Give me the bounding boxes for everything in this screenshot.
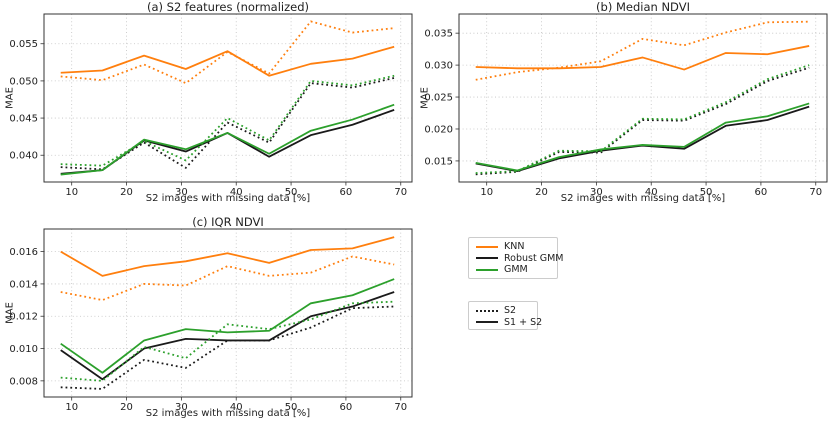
legend-label: S1 + S2 — [504, 316, 543, 328]
svg-text:60: 60 — [755, 187, 768, 198]
svg-text:0.012: 0.012 — [9, 312, 38, 323]
chart-a-x-axis-label: S2 images with missing data [%] — [145, 193, 311, 204]
svg-text:30: 30 — [175, 187, 188, 198]
chart-b-canvas: 10 20 30 40 50 60 70 0.015 0.020 0.025 0.030 0.035 — [424, 13, 828, 198]
series-knn-dotted — [60, 20, 395, 85]
legend-inputs-box: S2 S1 + S2 — [468, 301, 542, 330]
svg-text:40: 40 — [230, 187, 243, 198]
svg-text:0.050: 0.050 — [9, 76, 38, 87]
svg-text:0.014: 0.014 — [9, 279, 38, 290]
gmm-line-swatch — [476, 268, 498, 271]
svg-text:50: 50 — [285, 402, 298, 413]
knn-line-swatch — [476, 245, 498, 248]
series-robust_gmm-dotted — [475, 66, 810, 176]
series-knn-dotted — [475, 20, 810, 81]
svg-text:0.010: 0.010 — [9, 344, 38, 355]
svg-text:0.030: 0.030 — [424, 61, 453, 72]
legend-item-knn: KNN — [469, 241, 557, 253]
svg-text:30: 30 — [590, 187, 603, 198]
series-robust_gmm-solid — [475, 105, 810, 173]
svg-text:40: 40 — [230, 402, 243, 413]
svg-text:0.055: 0.055 — [9, 39, 38, 50]
series-knn-solid — [475, 45, 810, 71]
plot-frame — [43, 228, 413, 398]
svg-text:10: 10 — [65, 402, 78, 413]
chart-c-canvas: 10 20 30 40 50 60 70 0.008 0.010 0.012 0.014 0.016 — [9, 228, 413, 413]
series-gmm-dotted — [60, 74, 395, 167]
svg-text:0.008: 0.008 — [9, 376, 38, 387]
svg-text:10: 10 — [65, 187, 78, 198]
legend-models-box: KNN Robust GMM GMM — [468, 237, 564, 279]
svg-text:50: 50 — [700, 187, 713, 198]
subplot-c: (c) IQR NDVI MAE 10 20 30 40 50 60 70 0.008 0.01… — [0, 215, 415, 429]
subplot-a: (a) S2 features (normalized) MAE 10 20 30 4… — [0, 0, 415, 215]
svg-text:70: 70 — [394, 402, 407, 413]
series-robust_gmm-solid — [60, 291, 395, 381]
legend-item-gmm: GMM — [469, 264, 557, 276]
svg-text:40: 40 — [645, 187, 658, 198]
svg-text:0.045: 0.045 — [9, 114, 38, 125]
svg-text:0.016: 0.016 — [9, 247, 38, 258]
svg-text:0.015: 0.015 — [424, 156, 453, 167]
series-gmm-solid — [60, 278, 395, 374]
plot-frame — [43, 13, 413, 183]
svg-text:70: 70 — [809, 187, 822, 198]
legend-label: KNN — [504, 241, 525, 252]
legend-item-s1-s2: S1 + S2 — [469, 317, 542, 329]
series-knn-dotted — [60, 255, 395, 301]
series-knn-solid — [60, 45, 395, 77]
series-gmm-solid — [475, 102, 810, 172]
legend-label: S2 — [504, 305, 517, 316]
legend-panel: KNN Robust GMM GMM S2 S1 + S2 — [415, 215, 830, 429]
svg-text:0.020: 0.020 — [424, 124, 453, 135]
chart-c-x-axis-label: S2 images with missing data [%] — [145, 408, 311, 419]
grid — [44, 229, 412, 397]
svg-text:70: 70 — [394, 187, 407, 198]
svg-text:30: 30 — [175, 402, 188, 413]
series-knn-solid — [60, 236, 395, 277]
legend-item-s2: S2 — [469, 305, 537, 317]
grid — [44, 14, 412, 182]
svg-text:0.025: 0.025 — [424, 93, 453, 104]
tick-labels: 10 20 30 40 50 60 70 0.015 0.020 0.025 0.030 0.035 — [424, 29, 822, 198]
chart-c-title: (c) IQR NDVI — [192, 215, 264, 229]
legend-item-robust-gmm: Robust GMM — [469, 253, 564, 265]
series-robust_gmm-dotted — [60, 305, 395, 390]
svg-text:20: 20 — [535, 187, 548, 198]
svg-text:10: 10 — [480, 187, 493, 198]
svg-text:20: 20 — [120, 187, 133, 198]
series-gmm-solid — [60, 103, 395, 176]
subplot-b: (b) Median NDVI MAE 10 20 30 40 50 60 70 0.015 0… — [415, 0, 830, 215]
series-robust_gmm-dotted — [60, 77, 395, 171]
chart-a-canvas: 10 20 30 40 50 60 70 0.040 0.045 0.050 0.055 — [9, 13, 413, 198]
robust-gmm-line-swatch — [476, 257, 498, 260]
series-gmm-dotted — [475, 64, 810, 174]
tick-labels: 10 20 30 40 50 60 70 0.040 0.045 0.050 0.055 — [9, 39, 407, 198]
svg-text:0.035: 0.035 — [424, 29, 453, 40]
plot-frame — [458, 13, 828, 183]
legend-label: GMM — [504, 264, 528, 275]
svg-text:60: 60 — [340, 402, 353, 413]
chart-b-x-axis-label: S2 images with missing data [%] — [560, 193, 726, 204]
svg-text:20: 20 — [120, 402, 133, 413]
s2-dotted-line-swatch — [476, 309, 498, 312]
chart-a-title: (a) S2 features (normalized) — [147, 0, 309, 14]
svg-text:60: 60 — [340, 187, 353, 198]
svg-text:0.040: 0.040 — [9, 151, 38, 162]
series-gmm-dotted — [60, 300, 395, 382]
s1-s2-solid-line-swatch — [476, 321, 498, 324]
grid — [459, 14, 827, 182]
chart-b-title: (b) Median NDVI — [596, 0, 690, 14]
tick-labels: 10 20 30 40 50 60 70 0.008 0.010 0.012 0.014 0.016 — [9, 247, 407, 413]
legend-label: Robust GMM — [504, 252, 564, 264]
svg-text:50: 50 — [285, 187, 298, 198]
